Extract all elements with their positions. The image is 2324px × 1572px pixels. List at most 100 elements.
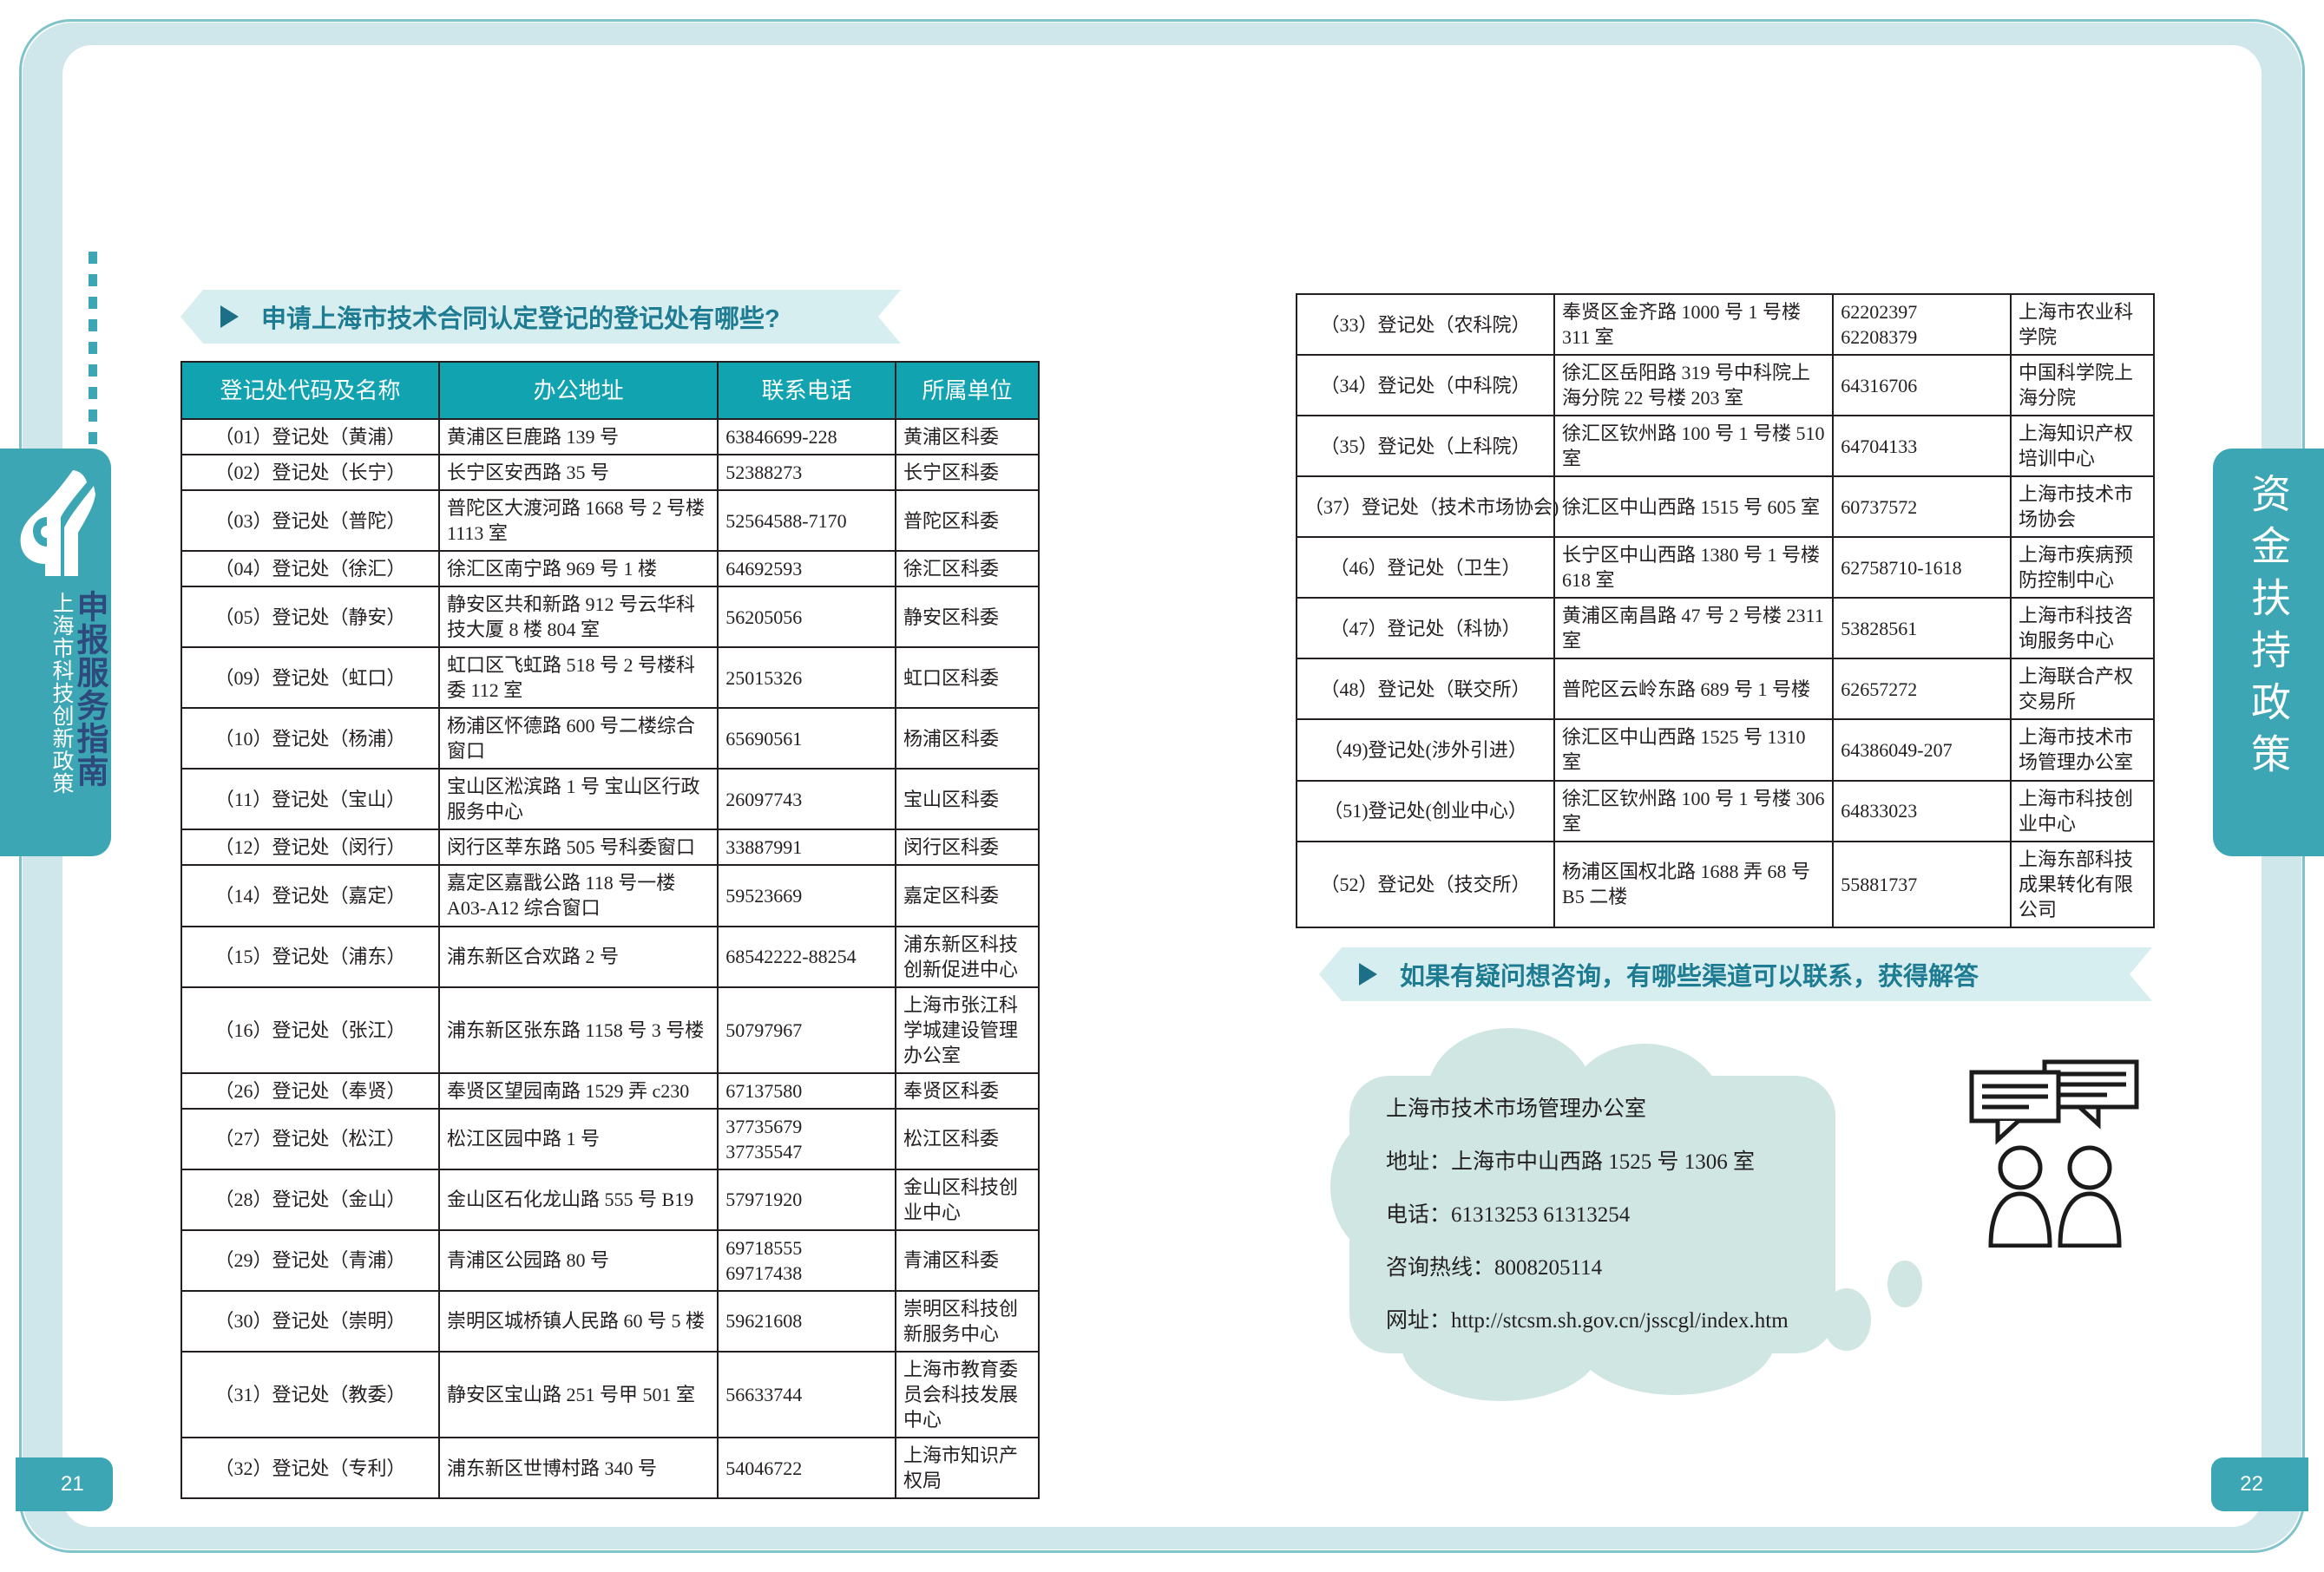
cell-code: （37）登记处（技术市场协会) [1295,475,1559,539]
cell-unit: 上海市科技咨询服务中心 [2009,597,2156,660]
cell-code: （46）登记处（卫生） [1295,536,1556,599]
cell-tel: 65690561 [717,707,896,770]
cell-tel: 25015326 [717,646,896,710]
cell-address: 杨浦区怀德路 600 号二楼综合窗口 [438,707,719,770]
spine-right-label-wrap: 资金扶持政策 [2213,473,2324,837]
table-row: （04）登记处（徐汇） 徐汇区南宁路 969 号 1 楼 64692593 徐汇区科委 [180,550,1041,588]
ctp-wing-logo-icon [14,467,97,580]
cell-code: （35）登记处（上科院） [1295,415,1556,478]
cell-code: （49)登记处(涉外引进） [1295,718,1556,782]
cell-unit: 上海知识产权培训中心 [2009,415,2156,478]
cell-address: 徐汇区中山西路 1515 号 605 室 [1553,475,1835,539]
table-row: （09）登记处（虹口） 虹口区飞虹路 518 号 2 号楼科委 112 室 2501… [180,646,1041,710]
table-row: （02）登记处（长宁） 长宁区安西路 35 号 52388273 长宁区科委 [180,454,1041,492]
cell-address: 杨浦区国权北路 1688 弄 68 号 B5 二楼 [1553,840,1835,928]
cell-tel: 52564588-7170 [717,489,896,553]
cell-code: （27）登记处（松江） [180,1107,441,1170]
cell-code: （34）登记处（中科院） [1295,354,1556,417]
cell-tel: 64833023 [1832,779,2012,842]
contact-website: 网址：http://stcsm.sh.gov.cn/jsscgl/index.h… [1386,1309,1789,1333]
cell-code: （04）登记处（徐汇） [180,550,441,588]
cell-address: 虹口区飞虹路 518 号 2 号楼科委 112 室 [438,646,719,710]
cell-tel: 67137580 [717,1071,896,1110]
cell-unit: 浦东新区科技创新促进中心 [894,925,1041,988]
cell-tel: 52388273 [717,454,896,492]
cell-code: （28）登记处（金山） [180,1168,441,1231]
section-heading-left: 申请上海市技术合同认定登记的登记处有哪些? [181,290,901,344]
table-row: （05）登记处（静安） 静安区共和新路 912 号云华科技大厦 8 楼 804 室… [180,586,1041,649]
cell-code: （33）登记处（农科院） [1295,292,1556,357]
col-header-tel: 联系电话 [717,361,896,420]
table-row: （01）登记处（黄浦） 黄浦区巨鹿路 139 号 63846699-228 黄浦区科委 [180,417,1041,456]
table-row: （15）登记处（浦东） 浦东新区合欢路 2 号 68542222-88254 浦东新区… [180,925,1041,988]
cell-address: 徐汇区钦州路 100 号 1 号楼 510 室 [1553,415,1835,478]
cell-unit: 松江区科委 [894,1107,1041,1170]
cell-unit: 徐汇区科委 [894,550,1041,588]
cell-code: （51)登记处(创业中心） [1295,779,1556,842]
cell-address: 长宁区中山西路 1380 号 1 号楼 618 室 [1553,536,1835,599]
cell-tel: 68542222-88254 [717,925,896,988]
cell-unit: 嘉定区科委 [894,864,1041,927]
cell-address: 闵行区莘东路 505 号科委窗口 [438,829,719,867]
cell-tel: 60737572 [1832,475,2012,539]
table-row: （34）登记处（中科院） 徐汇区岳阳路 319 号中科院上海分院 22 号楼 20… [1295,354,2156,417]
triangle-right-icon [220,305,239,328]
cell-unit: 青浦区科委 [894,1228,1041,1292]
cell-tel: 54046722 [717,1437,896,1500]
table-header-row: 登记处代码及名称 办公地址 联系电话 所属单位 [180,361,1041,420]
cell-address: 嘉定区嘉戬公路 118 号一楼 A03-A12 综合窗口 [438,864,719,927]
table-row: （29）登记处（青浦） 青浦区公园路 80 号 69718555 69717438 青… [180,1228,1041,1292]
cell-address: 崇明区城桥镇人民路 60 号 5 楼 [438,1289,719,1353]
cell-code: （48）登记处（联交所） [1295,658,1556,721]
cell-unit: 闵行区科委 [894,829,1041,867]
contact-phone: 电话：61313253 61313254 [1386,1203,1631,1227]
cell-tel: 59621608 [717,1289,896,1353]
spine-left-title-main: 申报服务指南 [72,590,108,788]
spine-right-label: 资金扶持政策 [2246,473,2291,785]
cell-address: 松江区园中路 1 号 [438,1107,719,1170]
cell-address: 浦东新区合欢路 2 号 [438,925,719,988]
cell-address: 长宁区安西路 35 号 [438,454,719,492]
cell-code: （30）登记处（崇明） [180,1289,441,1353]
cell-address: 徐汇区钦州路 100 号 1 号楼 306 室 [1553,779,1835,842]
col-header-addr: 办公地址 [438,361,719,420]
cell-tel: 64386049-207 [1832,718,2012,782]
cell-address: 徐汇区岳阳路 319 号中科院上海分院 22 号楼 203 室 [1553,354,1835,417]
cell-tel: 55881737 [1832,840,2012,928]
cell-unit: 上海市科技创业中心 [2009,779,2156,842]
cell-address: 奉贤区金齐路 1000 号 1 号楼 311 室 [1553,292,1835,357]
table-row: （30）登记处（崇明） 崇明区城桥镇人民路 60 号 5 楼 59621608 崇明区… [180,1289,1041,1353]
cell-tel: 59523669 [717,864,896,927]
cell-code: （10）登记处（杨浦） [180,707,441,770]
cell-code: （14）登记处（嘉定） [180,864,441,927]
table-row: （48）登记处（联交所） 普陀区云岭东路 689 号 1 号楼 62657272 上海… [1295,658,2156,721]
cell-address: 奉贤区望园南路 1529 弄 c230 [438,1071,719,1110]
cell-address: 黄浦区南昌路 47 号 2 号楼 2311 室 [1553,597,1835,660]
registration-office-table-left: 登记处代码及名称 办公地址 联系电话 所属单位 （01）登记处（黄浦） 黄浦区巨鹿… [180,361,1041,1500]
table-row: （03）登记处（普陀） 普陀区大渡河路 1668 号 2 号楼 1113 室 525… [180,489,1041,553]
cell-code: （03）登记处（普陀） [180,489,441,553]
cell-address: 普陀区大渡河路 1668 号 2 号楼 1113 室 [438,489,719,553]
spine-left-title-sub: 上海市科技创新政策 [49,592,74,795]
cell-code: （12）登记处（闵行） [180,829,441,867]
table-row: （16）登记处（张江） 浦东新区张东路 1158 号 3 号楼 50797967 上海… [180,986,1041,1074]
cell-code: （15）登记处（浦东） [180,925,441,988]
page-number-left: 21 [16,1457,113,1511]
cell-tel: 33887991 [717,829,896,867]
cell-code: （02）登记处（长宁） [180,454,441,492]
cell-address: 徐汇区中山西路 1525 号 1310 室 [1553,718,1835,782]
cell-code: （32）登记处（专利） [180,1437,441,1500]
cell-tel: 37735679 37735547 [717,1107,896,1170]
cell-tel: 64704133 [1832,415,2012,478]
cell-address: 静安区共和新路 912 号云华科技大厦 8 楼 804 室 [438,586,719,649]
cell-unit: 奉贤区科委 [894,1071,1041,1110]
table-row: （31）登记处（教委） 静安区宝山路 251 号甲 501 室 56633744 上海… [180,1350,1041,1439]
cell-address: 金山区石化龙山路 555 号 B19 [438,1168,719,1231]
table-row: （11）登记处（宝山） 宝山区淞滨路 1 号 宝山区行政服务中心 26097743 宝… [180,768,1041,831]
cell-tel: 63846699-228 [717,417,896,456]
cell-tel: 62758710-1618 [1832,536,2012,599]
cell-unit: 上海市张江科学城建设管理办公室 [894,986,1041,1074]
section-heading-right: 如果有疑问想咨询，有哪些渠道可以联系，获得解答 [1319,947,2152,1001]
cell-code: （52）登记处（技交所） [1295,840,1556,928]
